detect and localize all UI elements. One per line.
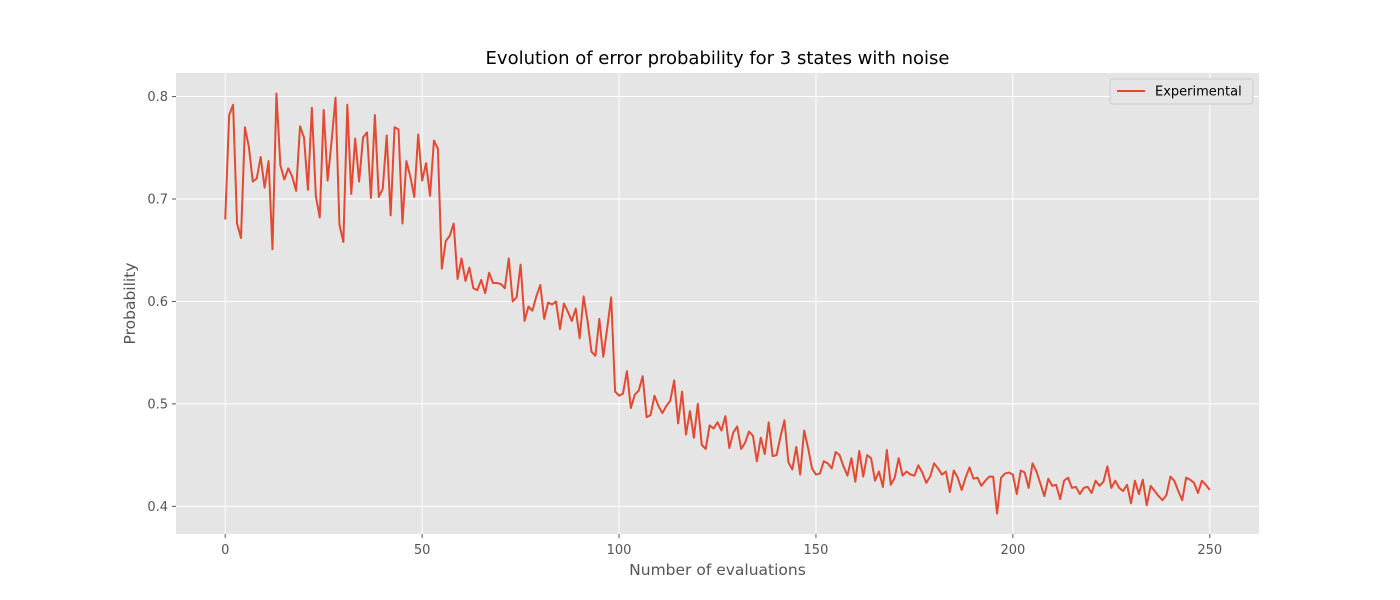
y-tick-label: 0.7 [147, 193, 168, 208]
legend-label: Experimental [1155, 85, 1242, 100]
y-axis-label: Probability [121, 263, 139, 345]
y-tick-label: 0.5 [147, 397, 168, 412]
y-tick-label: 0.8 [147, 90, 168, 105]
legend-box [1109, 78, 1254, 105]
y-tick-label: 0.6 [147, 295, 168, 310]
axis-ticks: 0 50 100 150 200 250 0.4 0.5 0.6 0.7 0.8 [147, 90, 1222, 558]
x-axis-label: Number of evaluations [629, 561, 806, 579]
y-tick-label: 0.4 [147, 500, 168, 515]
plot-area [176, 73, 1259, 534]
series-layer [224, 92, 1211, 515]
x-tick-label: 150 [804, 543, 829, 558]
x-tick-label: 200 [1000, 543, 1025, 558]
legend: Experimental [1109, 78, 1254, 105]
series-line-experimental [224, 92, 1211, 515]
x-tick-label: 0 [221, 543, 229, 558]
grid-lines [176, 73, 1259, 534]
x-tick-label: 50 [414, 543, 431, 558]
x-tick-label: 250 [1197, 543, 1222, 558]
chart-title: Evolution of error probability for 3 sta… [486, 48, 950, 69]
x-tick-label: 100 [607, 543, 632, 558]
